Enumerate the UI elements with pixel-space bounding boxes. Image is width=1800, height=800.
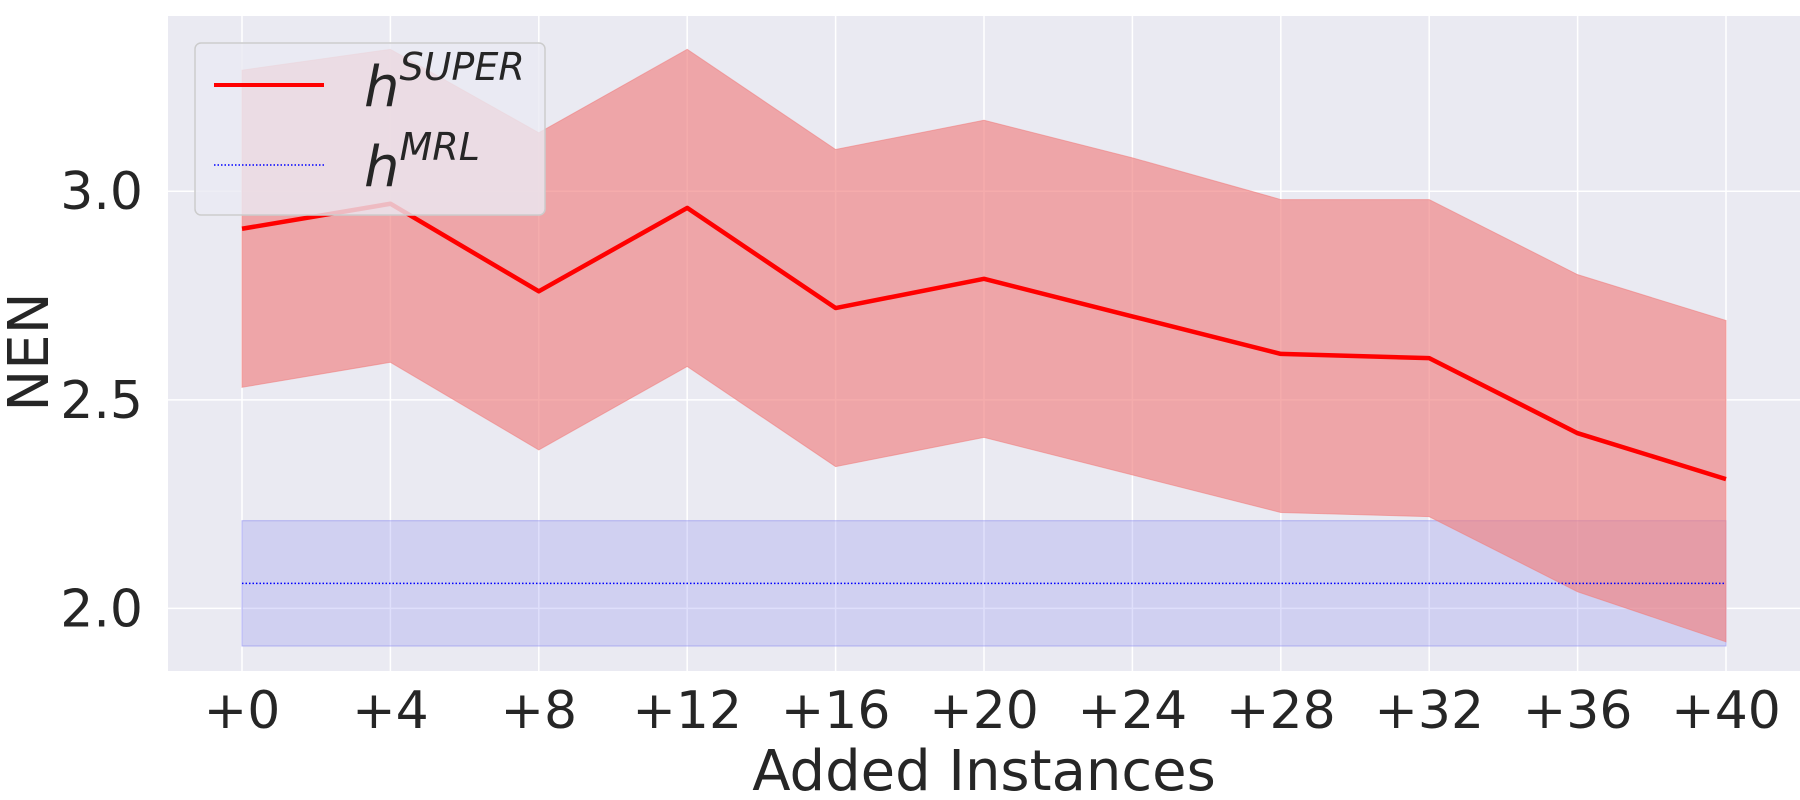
x-tick-label: +40 bbox=[1671, 681, 1781, 741]
x-tick-label: +28 bbox=[1226, 681, 1336, 741]
x-tick-label: +16 bbox=[781, 681, 891, 741]
y-tick-label: 3.0 bbox=[60, 162, 143, 222]
y-tick-label: 2.5 bbox=[60, 371, 143, 431]
x-tick-label: +4 bbox=[352, 681, 429, 741]
band-super bbox=[241, 48, 1727, 643]
y-tick-label: 2.0 bbox=[60, 579, 143, 639]
legend: hSUPER hMRL bbox=[194, 42, 546, 216]
x-tick-label: +0 bbox=[204, 681, 281, 741]
x-tick-label: +8 bbox=[500, 681, 577, 741]
series-lines bbox=[241, 201, 1727, 585]
x-tick-label: +20 bbox=[929, 681, 1039, 741]
x-axis-ticks: +0 +4 +8 +12 +16 +20 +24 +28 +32 +36 +40 bbox=[204, 681, 1781, 741]
x-axis-label: Added Instances bbox=[752, 739, 1216, 800]
x-tick-label: +32 bbox=[1374, 681, 1484, 741]
y-axis-ticks: 2.0 2.5 3.0 bbox=[60, 162, 143, 639]
x-tick-label: +36 bbox=[1523, 681, 1633, 741]
legend-label-super: hSUPER bbox=[364, 45, 525, 120]
x-tick-label: +24 bbox=[1078, 681, 1188, 741]
y-axis-label: NEN bbox=[0, 292, 62, 411]
x-tick-label: +12 bbox=[632, 681, 742, 741]
legend-label-mrl: hMRL bbox=[364, 125, 480, 200]
